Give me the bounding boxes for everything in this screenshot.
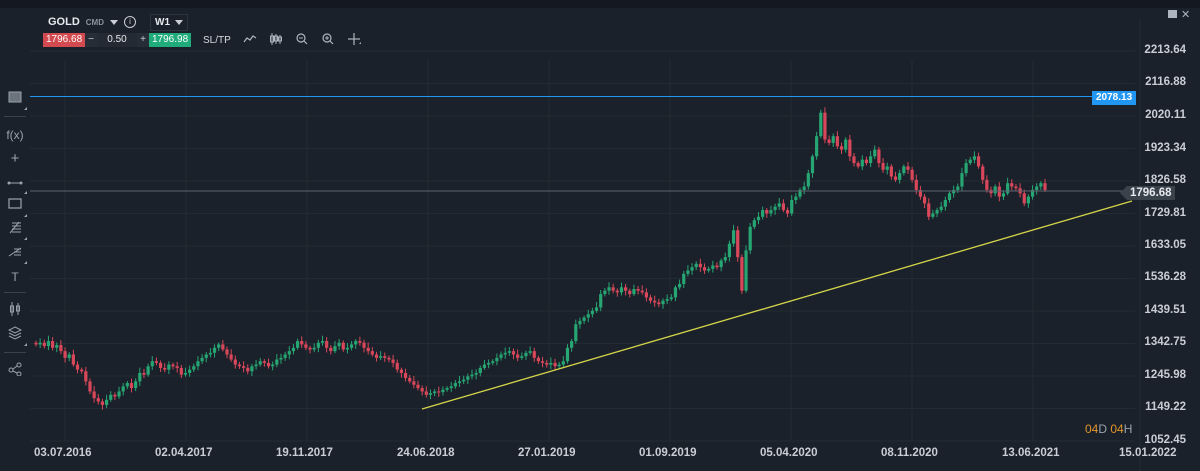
current-price-tag: 1796.68 bbox=[1120, 186, 1175, 200]
zoom-in-icon[interactable] bbox=[321, 32, 335, 48]
share-icon[interactable] bbox=[5, 362, 25, 380]
crosshair-tool-icon[interactable]: + bbox=[10, 150, 20, 167]
price-tick-label: 1052.45 bbox=[1144, 434, 1186, 446]
price-tick-label: 1245.98 bbox=[1144, 369, 1186, 381]
chevron-down-icon bbox=[175, 19, 183, 25]
fibonacci-tool-icon[interactable] bbox=[5, 220, 27, 240]
symbol-type: CMD bbox=[85, 17, 104, 27]
price-tick-label: 1439.51 bbox=[1144, 304, 1186, 316]
trendline-tool-icon[interactable] bbox=[5, 174, 27, 194]
close-icon[interactable]: ✕ bbox=[1181, 9, 1191, 21]
timeframe-value: W1 bbox=[155, 16, 170, 28]
candlestick-type-icon[interactable] bbox=[269, 32, 283, 48]
price-tick-label: 2116.88 bbox=[1145, 76, 1186, 89]
trade-row: 1796.68 − 0.50 + 1796.98 SL/TP bbox=[43, 32, 361, 49]
resistance-price-tag[interactable]: 2078.13 bbox=[1092, 91, 1137, 105]
date-tick-label: 01.09.2019 bbox=[639, 447, 697, 459]
countdown-days-unit: D bbox=[1098, 422, 1108, 436]
decrease-quantity-button[interactable]: − bbox=[85, 33, 97, 47]
symbol-row: GOLD CMD i W1 bbox=[48, 13, 188, 31]
price-tick-label: 1826.58 bbox=[1144, 173, 1186, 186]
date-tick-label: 02.04.2017 bbox=[155, 447, 213, 459]
crosshair-icon[interactable] bbox=[347, 32, 361, 49]
date-tick-label: 19.11.2017 bbox=[276, 447, 333, 459]
timeframe-select[interactable]: W1 bbox=[150, 13, 188, 31]
pitchfork-tool-icon[interactable] bbox=[5, 244, 27, 264]
chart-window-icon[interactable] bbox=[5, 90, 27, 110]
date-tick-label: 27.01.2019 bbox=[518, 447, 576, 459]
buy-button[interactable]: 1796.98 bbox=[149, 33, 191, 47]
countdown-hours-unit: H bbox=[1123, 422, 1133, 436]
price-tick-label: 1342.75 bbox=[1144, 336, 1186, 349]
price-tick-label: 2020.11 bbox=[1145, 108, 1186, 121]
minimize-icon[interactable] bbox=[1168, 10, 1177, 18]
rectangle-tool-icon[interactable] bbox=[5, 197, 27, 217]
price-tick-label: 1729.81 bbox=[1144, 206, 1186, 219]
symbol-dropdown-icon[interactable] bbox=[110, 19, 118, 25]
date-tick-label: 13.06.2021 bbox=[1002, 447, 1060, 459]
info-icon[interactable]: i bbox=[124, 16, 136, 28]
symbol-name[interactable]: GOLD bbox=[48, 16, 80, 28]
date-tick-label: 03.07.2016 bbox=[34, 447, 92, 459]
window-controls: ✕ bbox=[1168, 8, 1190, 21]
quantity-input[interactable]: 0.50 bbox=[97, 33, 137, 47]
sidebar-divider bbox=[4, 352, 26, 353]
date-tick-label: 24.06.2018 bbox=[397, 447, 455, 459]
countdown-days: 04 bbox=[1085, 422, 1099, 436]
price-tick-label: 1149.22 bbox=[1145, 401, 1186, 414]
indicators-icon[interactable]: f(x) bbox=[6, 128, 24, 142]
zoom-out-icon[interactable] bbox=[295, 32, 309, 48]
date-tick-label: 08.11.2020 bbox=[881, 447, 938, 459]
countdown-hours: 04 bbox=[1110, 422, 1124, 436]
price-tick-label: 1923.34 bbox=[1144, 141, 1186, 154]
price-tick-label: 1536.28 bbox=[1144, 271, 1186, 284]
date-tick-label: 15.01.2022 bbox=[1119, 447, 1177, 459]
line-chart-icon[interactable] bbox=[243, 34, 257, 47]
drawing-toolbar: f(x) + T bbox=[0, 80, 30, 390]
window-top-strip bbox=[0, 0, 1200, 8]
sltp-button[interactable]: SL/TP bbox=[203, 34, 231, 46]
sell-button[interactable]: 1796.68 bbox=[43, 33, 85, 47]
text-tool-icon[interactable]: T bbox=[11, 270, 19, 284]
price-tick-label: 1633.05 bbox=[1144, 238, 1186, 251]
price-tick-label: 2213.64 bbox=[1144, 44, 1186, 56]
sidebar-divider bbox=[4, 116, 26, 117]
date-tick-label: 05.04.2020 bbox=[760, 447, 818, 459]
chart-type-icon[interactable] bbox=[5, 302, 25, 320]
sidebar-divider bbox=[4, 292, 26, 293]
increase-quantity-button[interactable]: + bbox=[137, 33, 149, 47]
layers-icon[interactable] bbox=[5, 326, 27, 346]
candle-countdown: 04D 04H bbox=[1085, 422, 1132, 436]
